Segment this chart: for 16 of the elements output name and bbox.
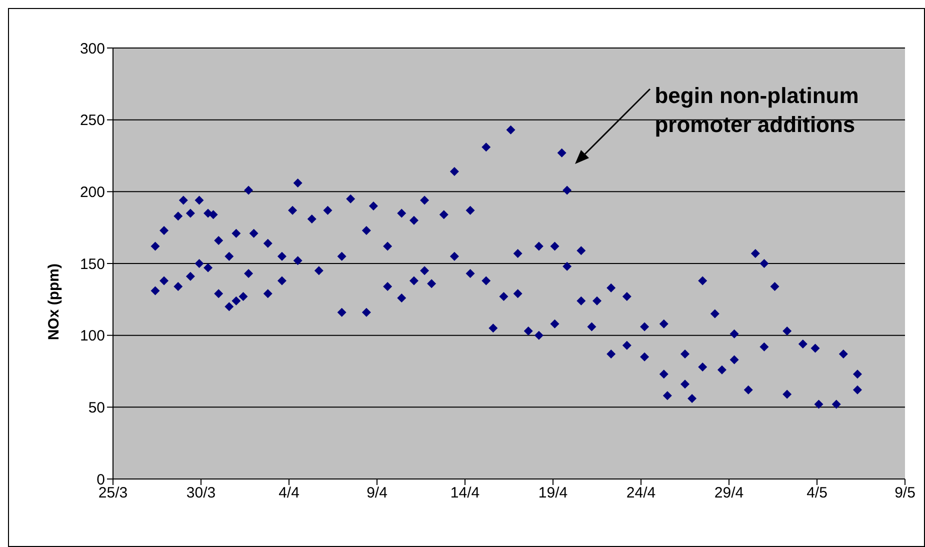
x-tick-label: 19/4	[538, 484, 568, 502]
y-tick-label: 100	[80, 328, 105, 345]
y-tick-label: 150	[80, 256, 105, 273]
y-tick-label: 200	[80, 184, 105, 201]
x-tick-label: 24/4	[626, 484, 656, 502]
x-tick-label: 30/3	[186, 484, 216, 502]
x-tick-label: 4/5	[806, 484, 828, 502]
y-axis-title: NOx (ppm)	[45, 264, 62, 340]
y-tick-label: 300	[80, 40, 105, 58]
x-tick-label: 4/4	[278, 484, 300, 502]
x-tick-label: 9/5	[894, 484, 916, 502]
x-tick-label: 29/4	[714, 484, 744, 502]
y-tick-label: 250	[80, 112, 105, 130]
x-tick-label: 9/4	[366, 484, 388, 502]
y-tick-label: 50	[88, 399, 105, 416]
x-tick-label: 14/4	[450, 484, 480, 502]
